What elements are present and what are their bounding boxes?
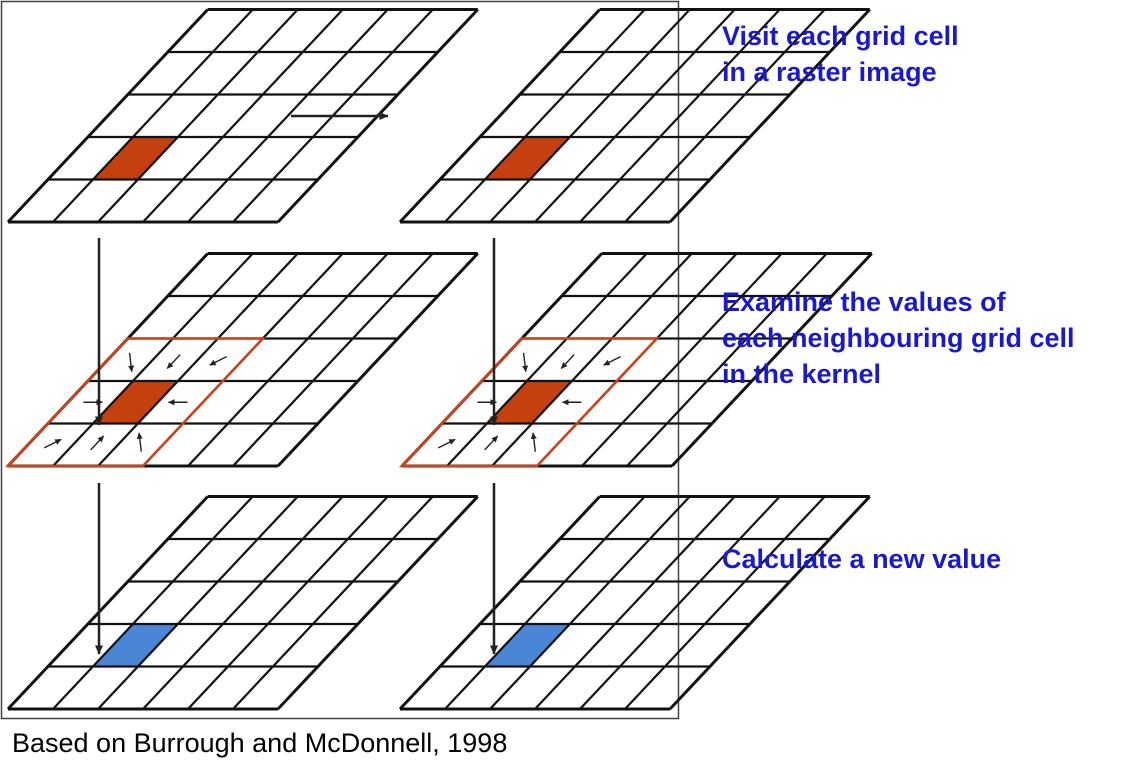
grid-col-line — [276, 252, 479, 468]
neighbour-arrow — [437, 438, 456, 449]
grid-col-line — [97, 8, 299, 223]
grid-col-line — [52, 8, 254, 223]
raster-grid-result-right — [398, 495, 871, 711]
raster-grid-result-left — [6, 495, 479, 711]
new-value-cell — [484, 624, 570, 667]
neighbour-arrow — [90, 435, 105, 451]
grid-col-line — [52, 252, 254, 467]
raster-grid-visit-left — [6, 8, 479, 224]
grid-col-line — [489, 8, 691, 223]
grid-col-line — [97, 252, 299, 467]
grid-col-line — [534, 8, 736, 223]
focus-cell — [92, 137, 178, 180]
grid-col-line — [232, 495, 434, 710]
grid-col-line — [579, 8, 781, 223]
kernel-outline — [398, 337, 660, 468]
grid-col-line — [668, 495, 871, 711]
grid-col-line — [579, 495, 781, 710]
kernel-outline — [4, 337, 266, 468]
grid-col-line — [142, 495, 344, 710]
grid-col-line — [276, 495, 479, 711]
grid-col-line — [446, 252, 648, 467]
step-examine-line-2: each neighbouring grid cell — [722, 323, 1075, 353]
neighbour-arrow — [560, 354, 575, 369]
neighbour-arrow — [603, 355, 621, 366]
grid-col-line — [624, 8, 826, 223]
neighbour-arrow — [136, 432, 143, 452]
grid-col-line — [187, 8, 389, 223]
step-visit-label: Visit each grid cell in a raster image — [722, 18, 959, 90]
grid-col-line — [6, 8, 209, 224]
grid-col-line — [97, 495, 299, 710]
neighbour-arrow — [209, 355, 227, 366]
focus-cell — [484, 137, 570, 180]
figure-frame — [0, 0, 680, 720]
step-examine-line-1: Examine the values of — [722, 287, 1006, 317]
grid-col-line — [489, 495, 691, 710]
neighbour-arrow — [530, 432, 537, 452]
neighbour-arrow — [43, 438, 62, 449]
grid-col-line — [668, 8, 871, 224]
focus-cell — [486, 381, 572, 424]
grid-col-line — [52, 495, 254, 710]
grid-col-line — [6, 495, 209, 711]
step-calculate-label: Calculate a new value — [722, 541, 1001, 577]
new-value-cell — [92, 624, 178, 667]
step-examine-line-3: in the kernel — [722, 359, 882, 389]
step-visit-line-2: in a raster image — [722, 57, 937, 87]
raster-grid-kernel-left — [4, 252, 479, 468]
grid-col-line — [534, 495, 736, 710]
grid-col-line — [187, 252, 389, 467]
grid-col-line — [187, 495, 389, 710]
step-visit-line-1: Visit each grid cell — [722, 21, 959, 51]
raster-grid-visit-right — [398, 8, 871, 224]
grid-col-line — [624, 495, 826, 710]
focus-cell — [92, 381, 178, 424]
grid-col-line — [398, 495, 601, 711]
neighbour-arrow — [128, 352, 135, 373]
grid-col-line — [142, 8, 344, 223]
grid-col-line — [491, 252, 693, 467]
grid-col-line — [581, 252, 783, 467]
grid-col-line — [398, 8, 601, 224]
grid-col-line — [626, 252, 828, 467]
step-calculate-line-1: Calculate a new value — [722, 544, 1002, 574]
step-examine-label: Examine the values of each neighbouring … — [722, 284, 1075, 392]
neighbour-arrow — [166, 354, 181, 369]
raster-grid-kernel-right — [398, 252, 873, 468]
neighbour-arrow — [522, 352, 529, 373]
grid-col-line — [670, 252, 873, 468]
grid-col-line — [232, 252, 434, 467]
neighbour-arrow — [484, 435, 499, 451]
grid-col-line — [444, 8, 646, 223]
grid-col-line — [444, 495, 646, 710]
source-credit: Based on Burrough and McDonnell, 1998 — [12, 728, 508, 758]
